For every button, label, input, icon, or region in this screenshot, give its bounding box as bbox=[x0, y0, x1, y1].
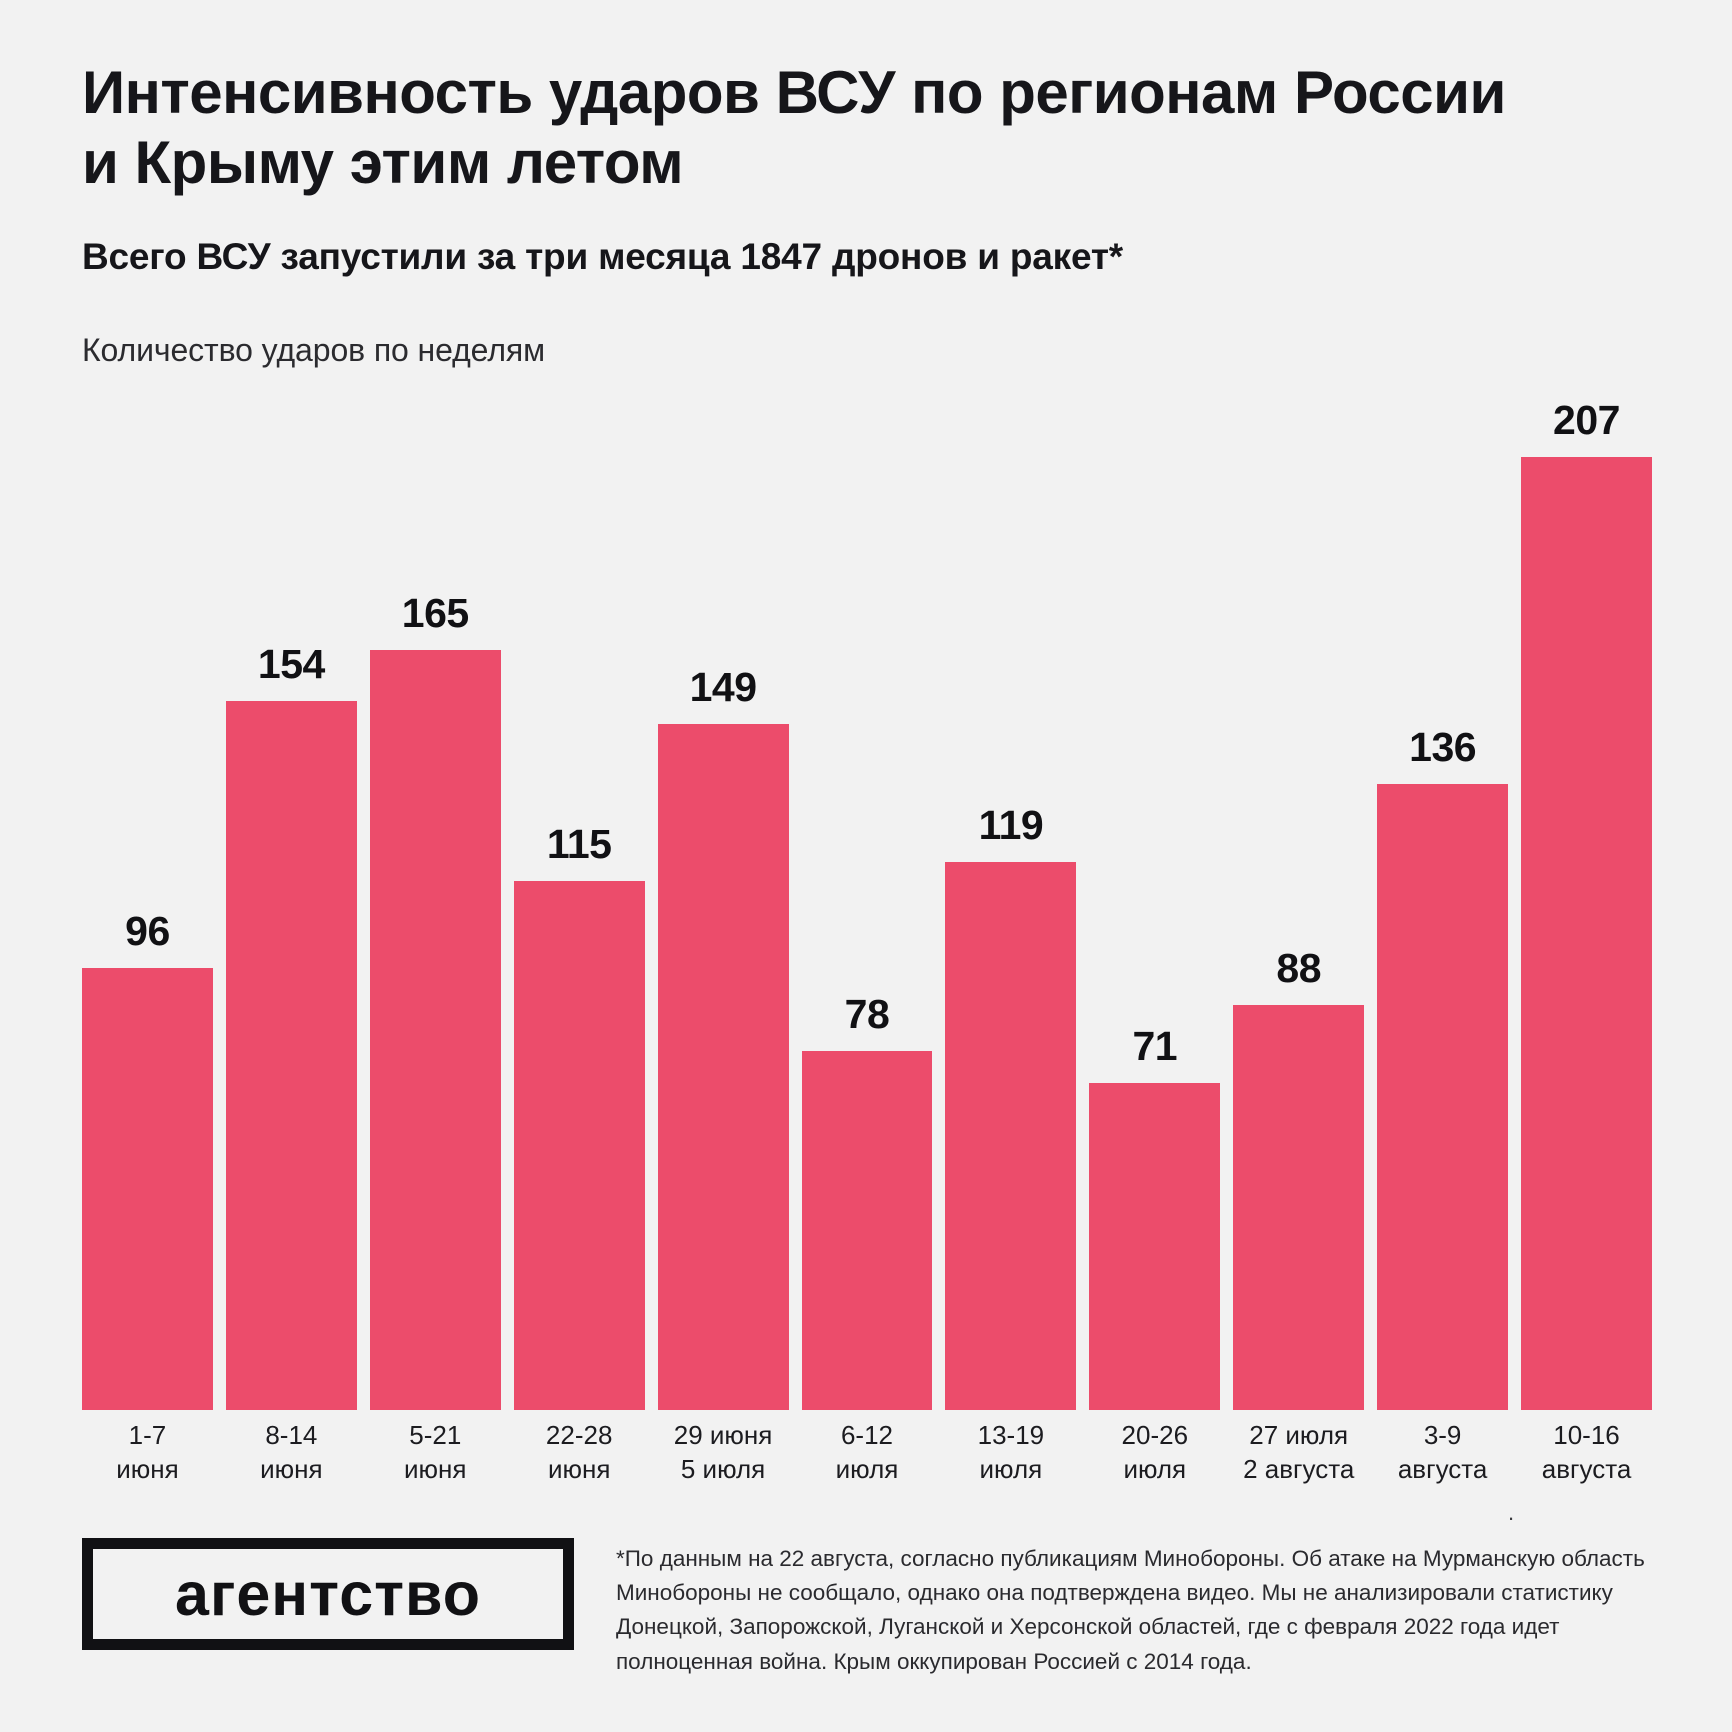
bar[interactable] bbox=[801, 1050, 933, 1410]
x-axis-label-line1: 5-21 bbox=[409, 1420, 462, 1450]
x-axis-label: 1-7 июня bbox=[82, 1418, 213, 1487]
x-axis-label: 22-28 июня bbox=[514, 1418, 645, 1487]
bar-value-label: 165 bbox=[401, 590, 469, 637]
footnote-text: *По данным на 22 августа, согласно публи… bbox=[616, 1546, 1645, 1674]
bar[interactable] bbox=[82, 968, 213, 1410]
x-axis-label: 8-14 июня bbox=[226, 1418, 357, 1487]
agentstvo-logo: агентство bbox=[82, 1538, 574, 1650]
header: Интенсивность ударов ВСУ по регионам Рос… bbox=[82, 58, 1642, 369]
bar-column[interactable]: 96 bbox=[82, 400, 213, 1410]
x-axis-label-line2: июня bbox=[547, 1454, 611, 1485]
x-axis-label-line2: июня bbox=[260, 1454, 323, 1485]
x-axis-label: 29 июня 5 июля bbox=[658, 1418, 789, 1487]
bar-value-label: 136 bbox=[1409, 723, 1477, 770]
chart-caption: Количество ударов по неделям bbox=[82, 331, 546, 368]
bar-value-label: 88 bbox=[1276, 944, 1321, 991]
bar[interactable] bbox=[513, 880, 645, 1410]
bar-column[interactable]: 165 bbox=[369, 400, 501, 1410]
page-subtitle: Всего ВСУ запустили за три месяца 1847 д… bbox=[82, 236, 1123, 278]
bar[interactable] bbox=[225, 701, 357, 1410]
bar-column[interactable]: 149 bbox=[657, 400, 789, 1410]
bar-column[interactable]: 136 bbox=[1377, 400, 1509, 1410]
bar[interactable] bbox=[1089, 1083, 1221, 1410]
bar-value-label: 115 bbox=[546, 820, 612, 867]
x-axis-label: 27 июля 2 августа bbox=[1233, 1418, 1364, 1487]
bar[interactable] bbox=[945, 862, 1077, 1410]
page-title: Интенсивность ударов ВСУ по регионам Рос… bbox=[82, 59, 1506, 196]
bar-chart-plot-area: 96 154 165 115 149 78 119 71 88 136 207 bbox=[82, 400, 1652, 1410]
logo-text: агентство bbox=[175, 1559, 481, 1628]
bar-chart: 96 154 165 115 149 78 119 71 88 136 207 bbox=[82, 400, 1652, 1410]
x-axis-label-line1: 1-7 bbox=[128, 1420, 167, 1450]
bar-value-label: 78 bbox=[844, 990, 890, 1037]
bar-column[interactable]: 207 bbox=[1521, 400, 1652, 1410]
x-axis-label-line2: 2 августа bbox=[1243, 1454, 1355, 1485]
x-axis-label-line2: июля bbox=[835, 1454, 899, 1485]
x-axis-label-line1: 3-9 bbox=[1423, 1420, 1462, 1450]
stray-mark: . bbox=[1508, 1500, 1515, 1525]
x-axis-label-line1: 10-16 bbox=[1553, 1420, 1620, 1450]
bar-value-label: 207 bbox=[1553, 397, 1620, 443]
x-axis-label: 13-19 июля bbox=[945, 1418, 1076, 1487]
x-axis-label-line1: 13-19 bbox=[977, 1420, 1045, 1450]
x-axis-labels: 1-7 июня 8-14 июня 5-21 июня 22-28 июня 29 июня 5… bbox=[82, 1418, 1652, 1487]
bar-column[interactable]: 119 bbox=[945, 400, 1077, 1410]
x-axis-label-line1: 8-14 bbox=[265, 1420, 318, 1450]
x-axis-label-line2: июня bbox=[116, 1454, 179, 1485]
bar[interactable] bbox=[1233, 1004, 1365, 1410]
x-axis-label-line1: 6-12 bbox=[840, 1420, 893, 1450]
footer: агентство *По данным на 22 августа, согл… bbox=[82, 1538, 1652, 1679]
x-axis-label: 20-26 июля bbox=[1089, 1418, 1220, 1487]
x-axis-label-line2: августа bbox=[1397, 1454, 1488, 1485]
x-axis-label: 3-9 августа bbox=[1377, 1418, 1508, 1487]
x-axis-label-line2: июня bbox=[404, 1454, 467, 1485]
bar-column[interactable]: 154 bbox=[225, 400, 357, 1410]
bar-value-label: 154 bbox=[257, 641, 325, 688]
bar[interactable] bbox=[1377, 783, 1509, 1410]
bar[interactable] bbox=[1521, 457, 1652, 1410]
bar-value-label: 71 bbox=[1132, 1023, 1178, 1070]
bar-column[interactable]: 88 bbox=[1233, 400, 1365, 1410]
x-axis-label-line2: августа bbox=[1541, 1454, 1632, 1485]
x-axis-label: 6-12 июля bbox=[802, 1418, 933, 1487]
x-axis-label: 10-16 августа bbox=[1521, 1418, 1652, 1487]
bar-column[interactable]: 71 bbox=[1089, 400, 1221, 1410]
bar-value-label: 96 bbox=[125, 908, 170, 955]
bar-value-label: 149 bbox=[689, 664, 757, 711]
x-axis-label-line1: 29 июня bbox=[673, 1420, 773, 1450]
x-axis-label-line2: июля bbox=[1123, 1454, 1187, 1485]
bar[interactable] bbox=[369, 650, 501, 1410]
x-axis-label-line1: 20-26 bbox=[1121, 1420, 1189, 1450]
bar-column[interactable]: 115 bbox=[513, 400, 645, 1410]
bar[interactable] bbox=[657, 724, 789, 1410]
bar-value-label: 119 bbox=[978, 802, 1044, 849]
x-axis-label-line1: 22-28 bbox=[545, 1420, 613, 1450]
x-axis-label-line2: 5 июля bbox=[680, 1454, 766, 1485]
x-axis-label-line2: июля bbox=[979, 1454, 1043, 1485]
x-axis-label-line1: 27 июля bbox=[1249, 1420, 1349, 1450]
x-axis-label: 5-21 июня bbox=[370, 1418, 501, 1487]
bar-column[interactable]: 78 bbox=[801, 400, 933, 1410]
